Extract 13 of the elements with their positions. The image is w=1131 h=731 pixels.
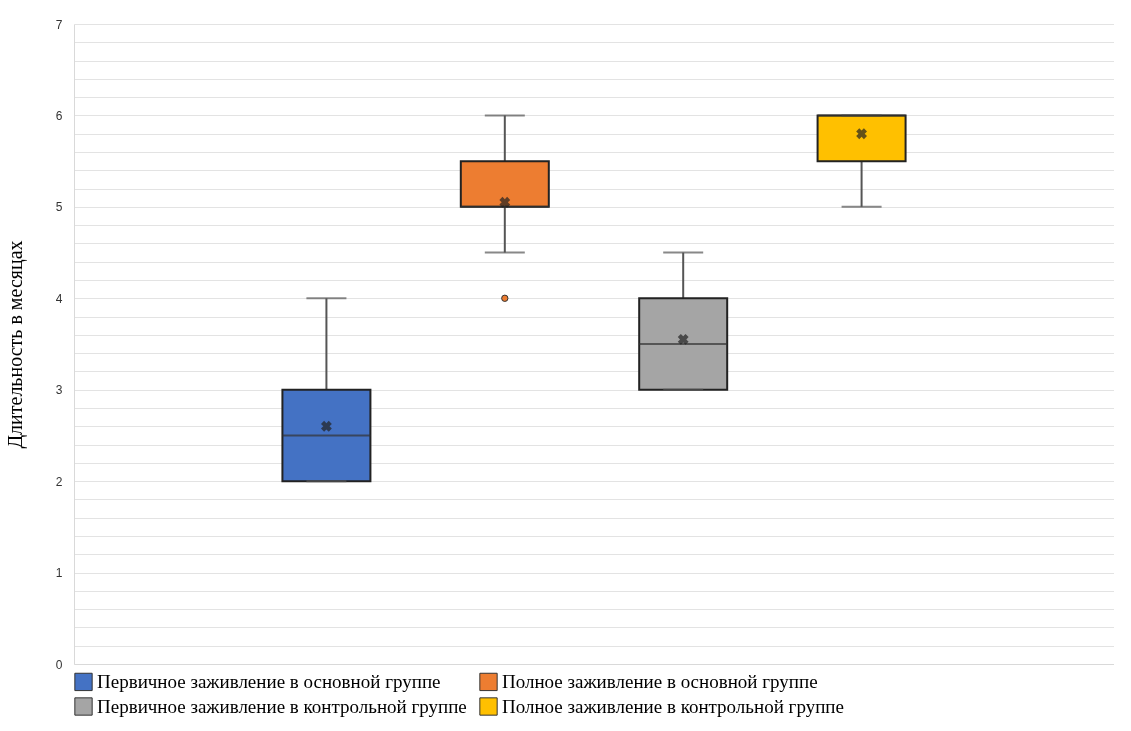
y-tick-label: 1 <box>55 566 63 581</box>
y-tick-label: 2 <box>55 474 63 489</box>
y-tick-label: 3 <box>55 383 63 398</box>
legend-label: Первичное заживление в основной группе <box>97 670 441 692</box>
legend-label: Полное заживление в основной группе <box>502 670 818 692</box>
y-tick-label: 0 <box>55 657 63 672</box>
legend-label: Первичное заживление в контрольной группе <box>97 695 467 717</box>
legend-label: Полное заживление в контрольной группе <box>502 695 844 717</box>
y-tick-label: 4 <box>55 291 63 306</box>
y-tick-label: 6 <box>55 108 63 123</box>
y-axis-title: Длительность в месяцах <box>3 240 27 449</box>
y-tick-label: 7 <box>55 17 63 32</box>
y-tick-label: 5 <box>55 200 63 215</box>
